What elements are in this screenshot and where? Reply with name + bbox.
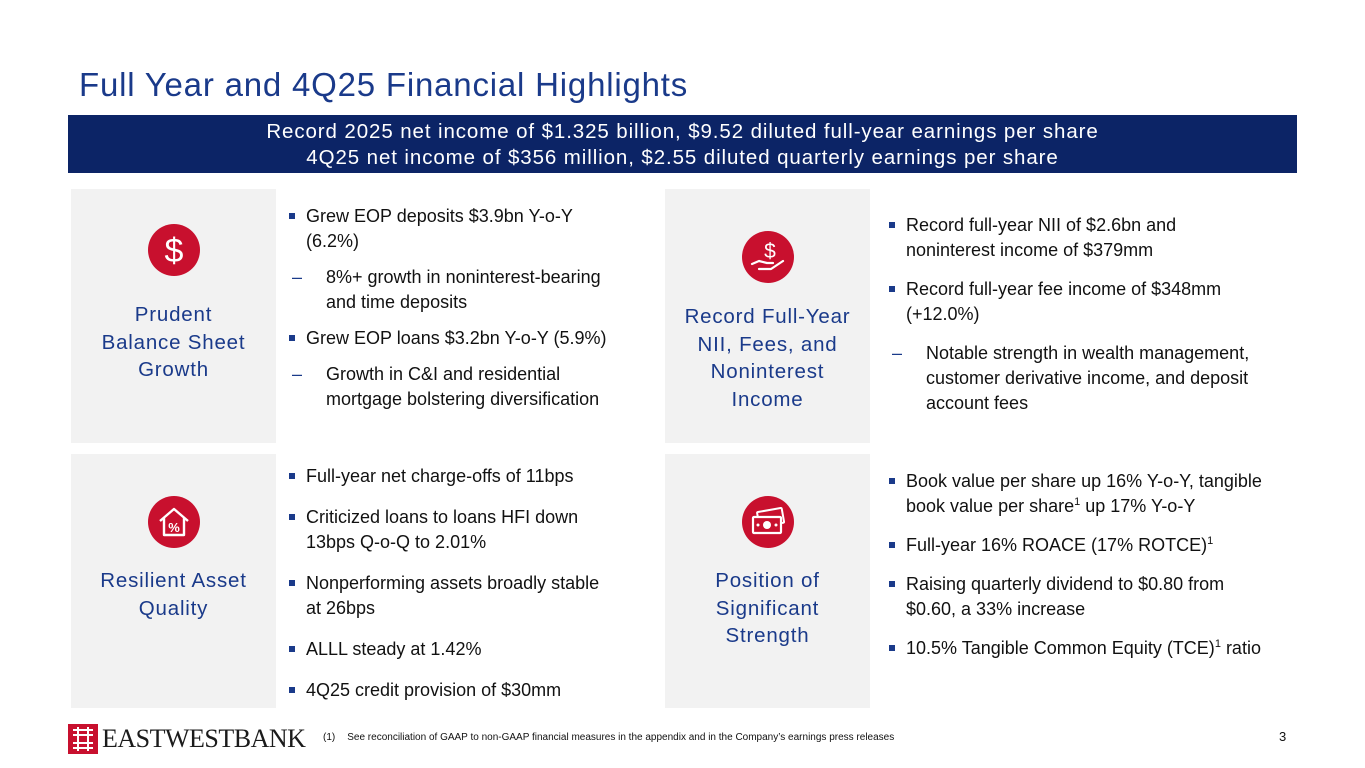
bullet-item: 8%+ growth in noninterest-bearing and tim… xyxy=(286,265,656,315)
bullet-item: Grew EOP loans $3.2bn Y-o-Y (5.9%) xyxy=(286,326,656,351)
bullet-item: Raising quarterly dividend to $0.80 from… xyxy=(886,572,1316,622)
page-number: 3 xyxy=(1279,729,1287,744)
bullet-line: (+12.0%) xyxy=(906,304,980,324)
bullet-item: Record full-year fee income of $348mm (+1… xyxy=(886,277,1306,327)
bullet-line: Grew EOP deposits $3.9bn Y-o-Y xyxy=(306,206,573,226)
bullet-line: $0.60, a 33% increase xyxy=(906,599,1086,619)
bullet-line: account fees xyxy=(926,393,1029,413)
bullet-item: Growth in C&I and residential mortgage bo… xyxy=(286,362,656,412)
panel-label: Position of Significant Strength xyxy=(715,569,820,647)
bullet-line: and time deposits xyxy=(326,292,468,312)
bullet-line: Record full-year NII of $2.6bn and xyxy=(906,215,1177,235)
bullet-item: Nonperforming assets broadly stable at 26… xyxy=(286,571,656,621)
hand-dollar-icon: $ xyxy=(741,231,794,283)
panel-label: Prudent Balance Sheet Growth xyxy=(101,303,246,381)
panel-asset-quality: % Resilient Asset Quality xyxy=(71,454,276,708)
page-title: Full Year and 4Q25 Financial Highlights xyxy=(79,66,689,103)
bullet-item: Criticized loans to loans HFI down 13bps … xyxy=(286,505,656,555)
panel-label: Resilient Asset Quality xyxy=(100,569,247,620)
bullet-line: noninterest income of $379mm xyxy=(906,240,1154,260)
bullet-list-balance: Grew EOP deposits $3.9bn Y-o-Y (6.2%) 8%+ … xyxy=(286,204,656,412)
banner-line-1: Record 2025 net income of $1.325 billion… xyxy=(266,120,1099,143)
bullet-line: ALLL steady at 1.42% xyxy=(306,639,482,659)
bullet-line: at 26bps xyxy=(306,598,376,618)
bullet-item: 10.5% Tangible Common Equity (TCE)1 rati… xyxy=(886,636,1316,661)
bullet-list-asset: Full-year net charge-offs of 11bps Critic… xyxy=(286,464,656,703)
bullet-line: Record full-year fee income of $348mm xyxy=(906,279,1222,299)
panel-strength: Position of Significant Strength xyxy=(665,454,870,708)
bullet-line: Full-year 16% ROACE (17% ROTCE)1 xyxy=(906,535,1214,555)
bullet-list-strength: Book value per share up 16% Y-o-Y, tangi… xyxy=(886,469,1316,661)
bullet-line: Notable strength in wealth management, xyxy=(926,343,1250,363)
bullet-line: book value per share1 up 17% Y-o-Y xyxy=(906,496,1196,516)
bullet-line: Full-year net charge-offs of 11bps xyxy=(306,466,574,486)
panel-label: Record Full-Year NII, Fees, and Noninter… xyxy=(684,305,851,411)
footnote: (1) See reconciliation of GAAP to non-GAA… xyxy=(323,732,894,743)
bullet-item: Grew EOP deposits $3.9bn Y-o-Y (6.2%) xyxy=(286,204,656,254)
east-west-bank-logo: EASTWESTBANK xyxy=(68,724,306,754)
bullet-line: Book value per share up 16% Y-o-Y, tangi… xyxy=(906,471,1262,491)
bullet-line: 10.5% Tangible Common Equity (TCE)1 rati… xyxy=(906,638,1261,658)
bullet-line: 13bps Q-o-Q to 2.01% xyxy=(306,532,487,552)
bullet-line: mortgage bolstering diversification xyxy=(326,389,600,409)
cash-icon xyxy=(741,496,794,548)
bullet-item: Book value per share up 16% Y-o-Y, tangi… xyxy=(886,469,1316,519)
dollar-icon: $ xyxy=(147,224,200,276)
bullet-line: customer derivative income, and deposit xyxy=(926,368,1249,388)
bullet-item: Full-year net charge-offs of 11bps xyxy=(286,464,656,489)
house-percent-icon: % xyxy=(147,496,200,548)
bullet-item: ALLL steady at 1.42% xyxy=(286,637,656,662)
banner-line-2: 4Q25 net income of $356 million, $2.55 d… xyxy=(306,146,1059,169)
footnote-text: See reconciliation of GAAP to non-GAAP f… xyxy=(347,732,895,743)
logo-mark-icon xyxy=(68,724,98,754)
bullet-item: Full-year 16% ROACE (17% ROTCE)1 xyxy=(886,533,1316,558)
footnote-number: (1) xyxy=(323,732,336,743)
panel-balance-sheet: $ Prudent Balance Sheet Growth xyxy=(71,189,276,443)
svg-text:%: % xyxy=(168,520,180,535)
bullet-item: Notable strength in wealth management, cu… xyxy=(886,341,1306,416)
svg-text:$: $ xyxy=(164,232,183,268)
bullet-item: Record full-year NII of $2.6bn and nonint… xyxy=(886,213,1306,263)
bullet-list-record: Record full-year NII of $2.6bn and nonint… xyxy=(886,213,1306,416)
bullet-item: 4Q25 credit provision of $30mm xyxy=(286,678,656,703)
bullet-line: 4Q25 credit provision of $30mm xyxy=(306,680,562,700)
bullet-line: 8%+ growth in noninterest-bearing xyxy=(326,267,601,287)
panel-record-full-year: $ Record Full-Year NII, Fees, and Nonint… xyxy=(665,189,870,443)
headline-banner: Record 2025 net income of $1.325 billion… xyxy=(68,115,1297,173)
bullet-line: Criticized loans to loans HFI down xyxy=(306,507,579,527)
bullet-line: Growth in C&I and residential xyxy=(326,364,561,384)
logo-text: EASTWESTBANK xyxy=(102,724,306,753)
bullet-line: Nonperforming assets broadly stable xyxy=(306,573,600,593)
svg-text:$: $ xyxy=(764,240,776,263)
bullet-line: (6.2%) xyxy=(306,231,360,251)
bullet-line: Raising quarterly dividend to $0.80 from xyxy=(906,574,1225,594)
bullet-line: Grew EOP loans $3.2bn Y-o-Y (5.9%) xyxy=(306,328,607,348)
